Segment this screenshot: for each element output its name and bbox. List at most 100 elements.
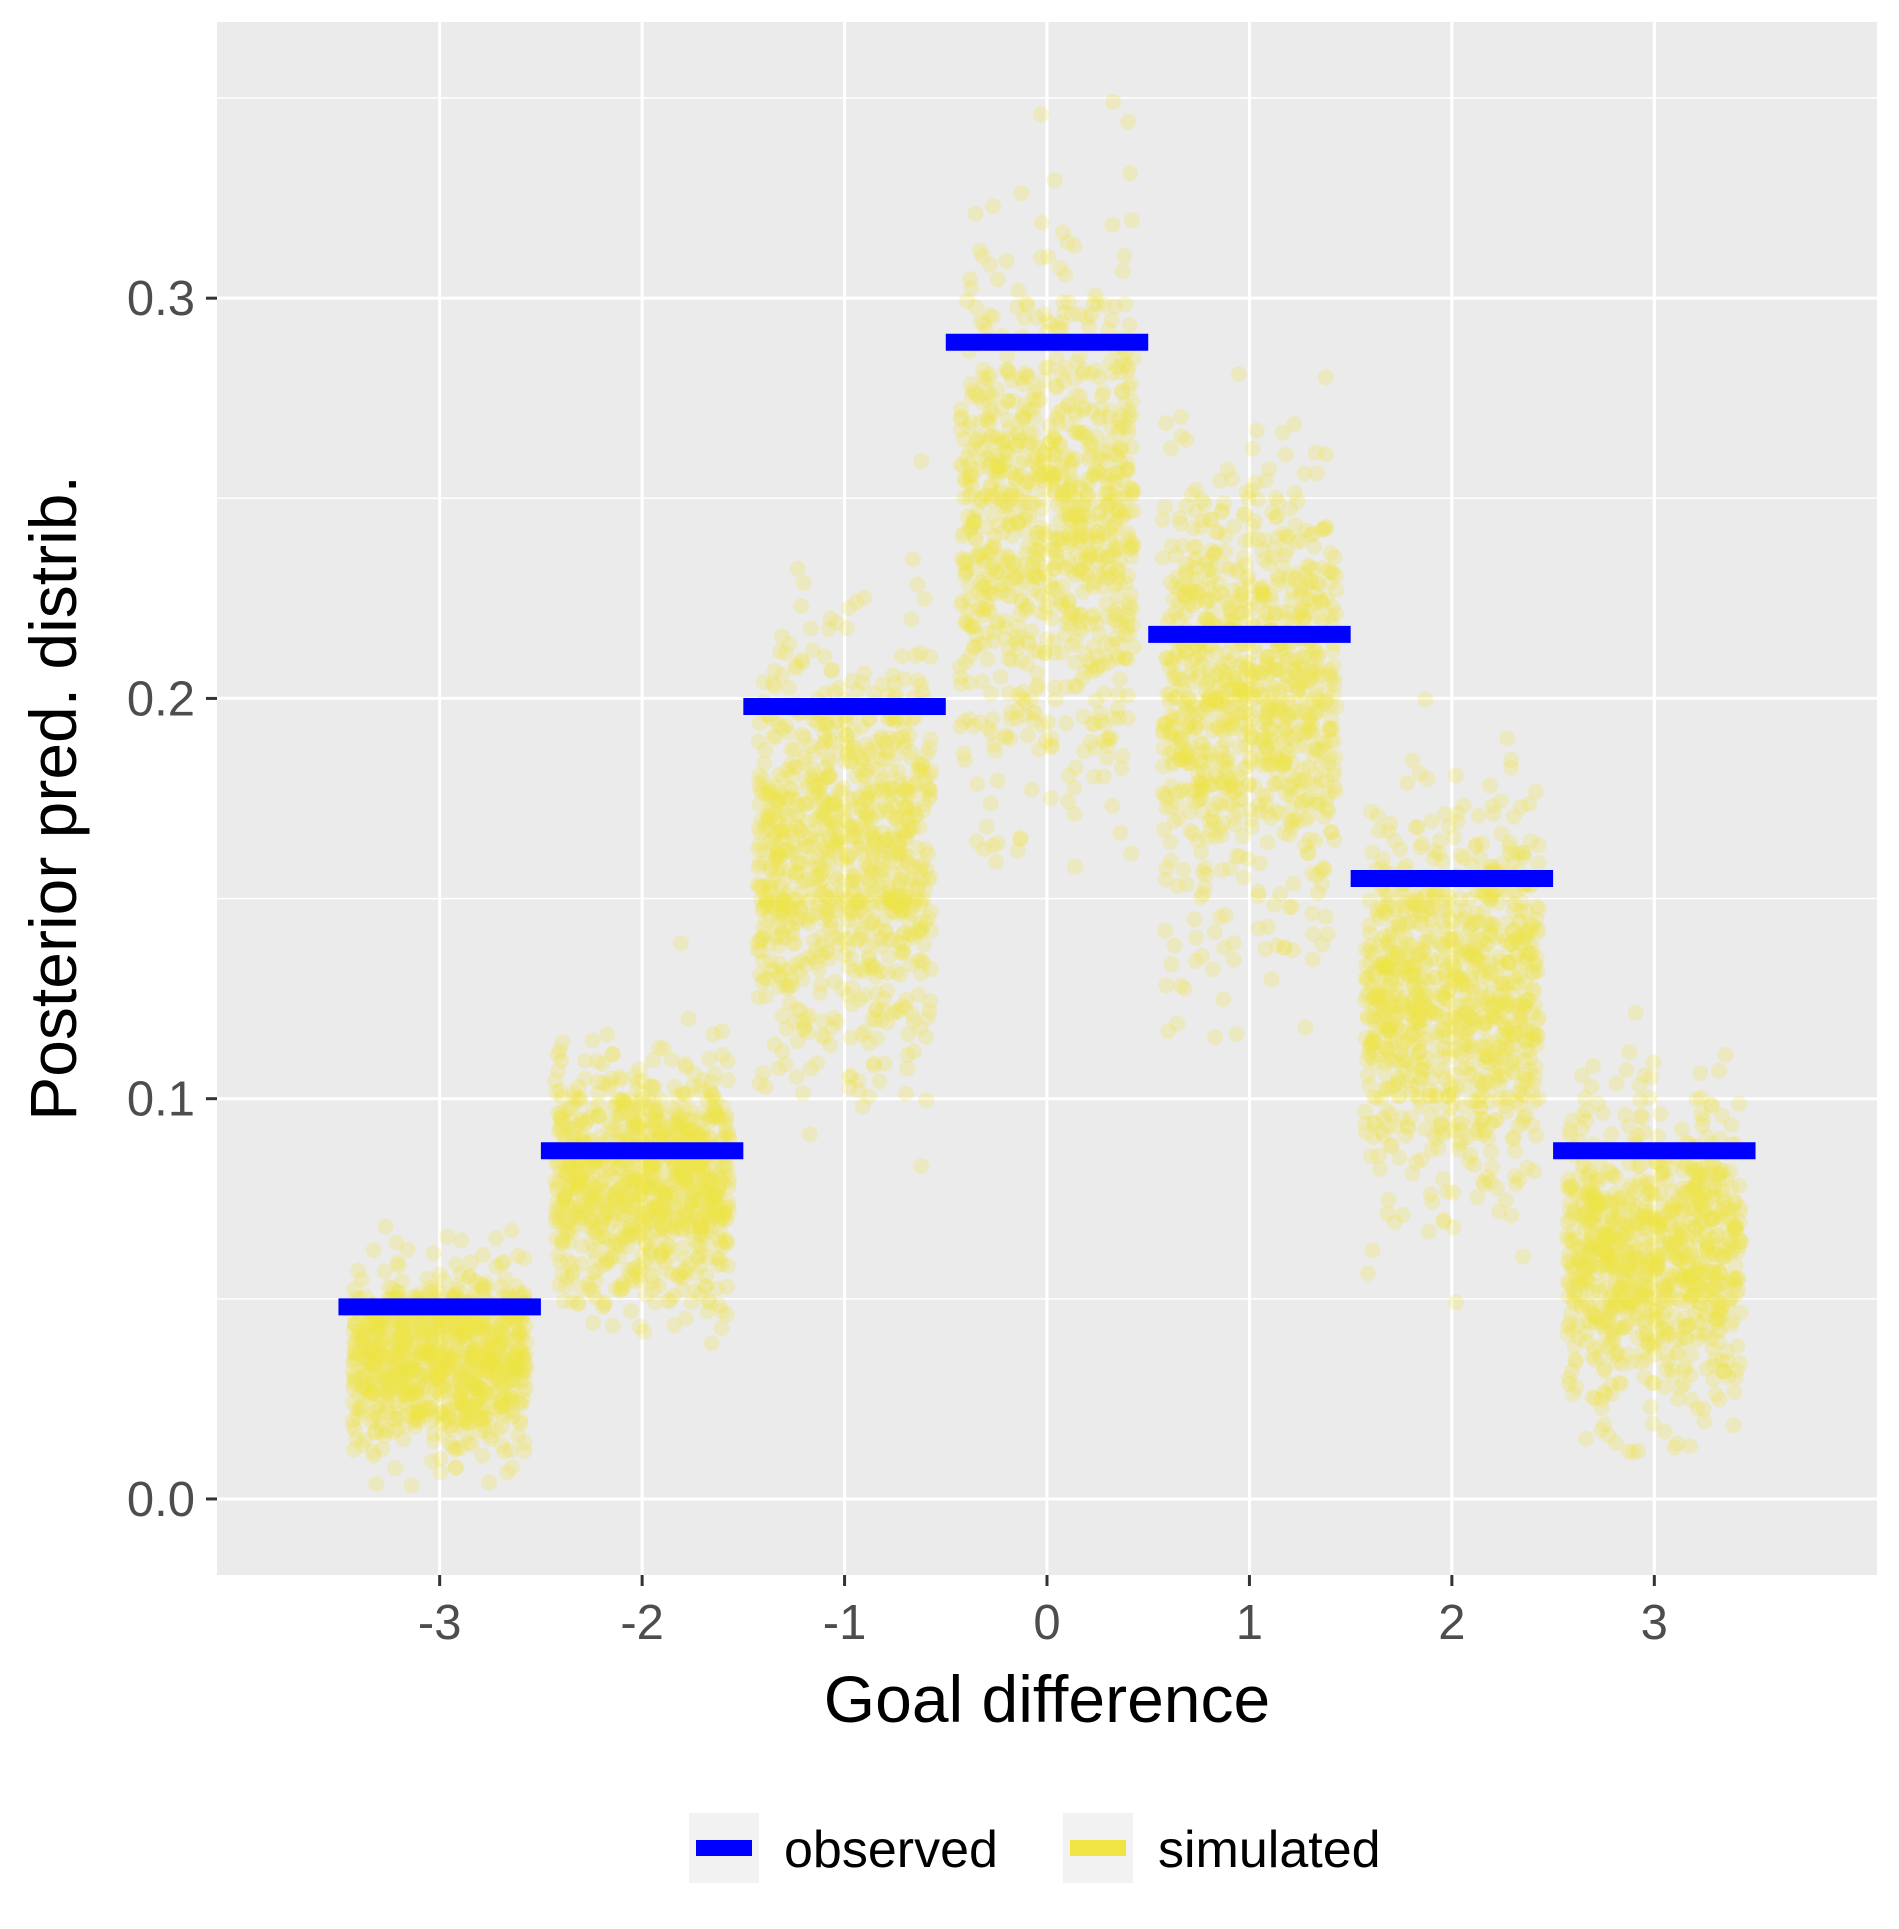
simulated-point — [860, 1088, 877, 1105]
simulated-point — [887, 810, 904, 827]
simulated-point — [1155, 716, 1172, 733]
simulated-point — [1020, 727, 1037, 744]
simulated-point — [1325, 720, 1341, 737]
simulated-point — [496, 1389, 513, 1406]
simulated-point — [345, 1322, 362, 1339]
simulated-point — [713, 1320, 730, 1337]
simulated-point — [1277, 446, 1294, 463]
simulated-point — [874, 855, 891, 872]
simulated-point — [1297, 1019, 1314, 1036]
simulated-point — [1121, 626, 1138, 642]
simulated-point — [770, 1060, 787, 1077]
simulated-point — [1056, 506, 1073, 523]
simulated-point — [1301, 722, 1318, 739]
simulated-point — [423, 1314, 440, 1331]
simulated-point — [510, 1324, 527, 1341]
simulated-point — [512, 1412, 529, 1429]
simulated-point — [511, 1394, 528, 1411]
simulated-point — [1105, 94, 1121, 110]
simulated-point — [1047, 691, 1064, 708]
simulated-point — [427, 1409, 444, 1425]
simulated-point — [399, 1241, 416, 1258]
simulated-point — [504, 1350, 520, 1367]
simulated-point — [828, 930, 845, 946]
simulated-point — [772, 878, 789, 895]
simulated-point — [1206, 924, 1223, 941]
simulated-point — [386, 1410, 403, 1427]
simulated-point — [1267, 509, 1284, 526]
simulated-point — [886, 893, 903, 910]
simulated-point — [700, 1113, 717, 1130]
simulated-point — [376, 1263, 393, 1280]
simulated-point — [434, 1404, 451, 1420]
simulated-point — [1213, 862, 1230, 879]
simulated-point — [477, 1409, 494, 1426]
simulated-point — [473, 1320, 490, 1337]
simulated-point — [978, 544, 995, 560]
simulated-point — [909, 576, 926, 593]
simulated-point — [989, 772, 1006, 789]
simulated-point — [967, 205, 984, 222]
simulated-point — [575, 1197, 592, 1214]
simulated-point — [1113, 384, 1130, 401]
simulated-point — [1417, 691, 1434, 708]
simulated-point — [1219, 753, 1236, 770]
simulated-point — [1002, 730, 1019, 747]
simulated-point — [551, 1123, 567, 1140]
simulated-point — [1255, 583, 1272, 600]
simulated-point — [405, 1353, 421, 1370]
simulated-point — [1067, 491, 1084, 508]
simulated-point — [795, 1085, 811, 1102]
simulated-point — [893, 648, 910, 665]
simulated-point — [1326, 685, 1342, 702]
simulated-point — [433, 1404, 450, 1420]
simulated-point — [422, 1284, 439, 1301]
simulated-point — [1309, 885, 1326, 902]
simulated-point — [437, 1354, 454, 1371]
simulated-point — [394, 1384, 411, 1401]
simulated-point — [1123, 212, 1140, 229]
simulated-point — [376, 1428, 393, 1445]
simulated-point — [618, 1220, 634, 1237]
simulated-point — [831, 679, 848, 696]
simulated-point — [346, 1281, 363, 1298]
simulated-point — [1001, 513, 1018, 530]
simulated-point — [1110, 710, 1127, 726]
simulated-point — [1015, 451, 1032, 467]
simulated-point — [1237, 557, 1254, 573]
simulated-point — [859, 789, 876, 806]
simulated-point — [1175, 861, 1192, 878]
simulated-point — [1279, 528, 1296, 545]
simulated-point — [564, 1293, 581, 1310]
simulated-point — [1235, 869, 1252, 886]
simulated-point — [1526, 956, 1543, 973]
simulated-point — [673, 935, 689, 952]
simulated-point — [448, 1400, 465, 1417]
simulated-point — [890, 763, 907, 780]
simulated-point — [1217, 543, 1234, 560]
simulated-point — [1010, 282, 1027, 299]
simulated-point — [411, 1313, 428, 1330]
simulated-point — [503, 1222, 520, 1239]
simulated-point — [881, 831, 898, 847]
simulated-point — [1040, 714, 1057, 731]
simulated-point — [795, 1021, 812, 1038]
simulated-point — [955, 745, 972, 762]
simulated-point — [1086, 574, 1103, 591]
simulated-point — [978, 818, 995, 835]
simulated-point — [913, 1158, 930, 1175]
simulated-point — [1084, 663, 1101, 680]
simulated-point — [1207, 1029, 1224, 1046]
simulated-point — [887, 713, 903, 729]
simulated-point — [482, 1330, 499, 1347]
simulated-point — [903, 611, 920, 628]
simulated-point — [442, 1354, 459, 1371]
simulated-point — [378, 1374, 395, 1391]
simulated-point — [364, 1370, 381, 1387]
simulated-point — [584, 1219, 600, 1236]
simulated-point — [1324, 642, 1341, 659]
simulated-point — [1158, 789, 1175, 806]
simulated-point — [596, 1162, 613, 1179]
simulated-point — [391, 1342, 408, 1359]
simulated-point — [493, 1377, 510, 1394]
